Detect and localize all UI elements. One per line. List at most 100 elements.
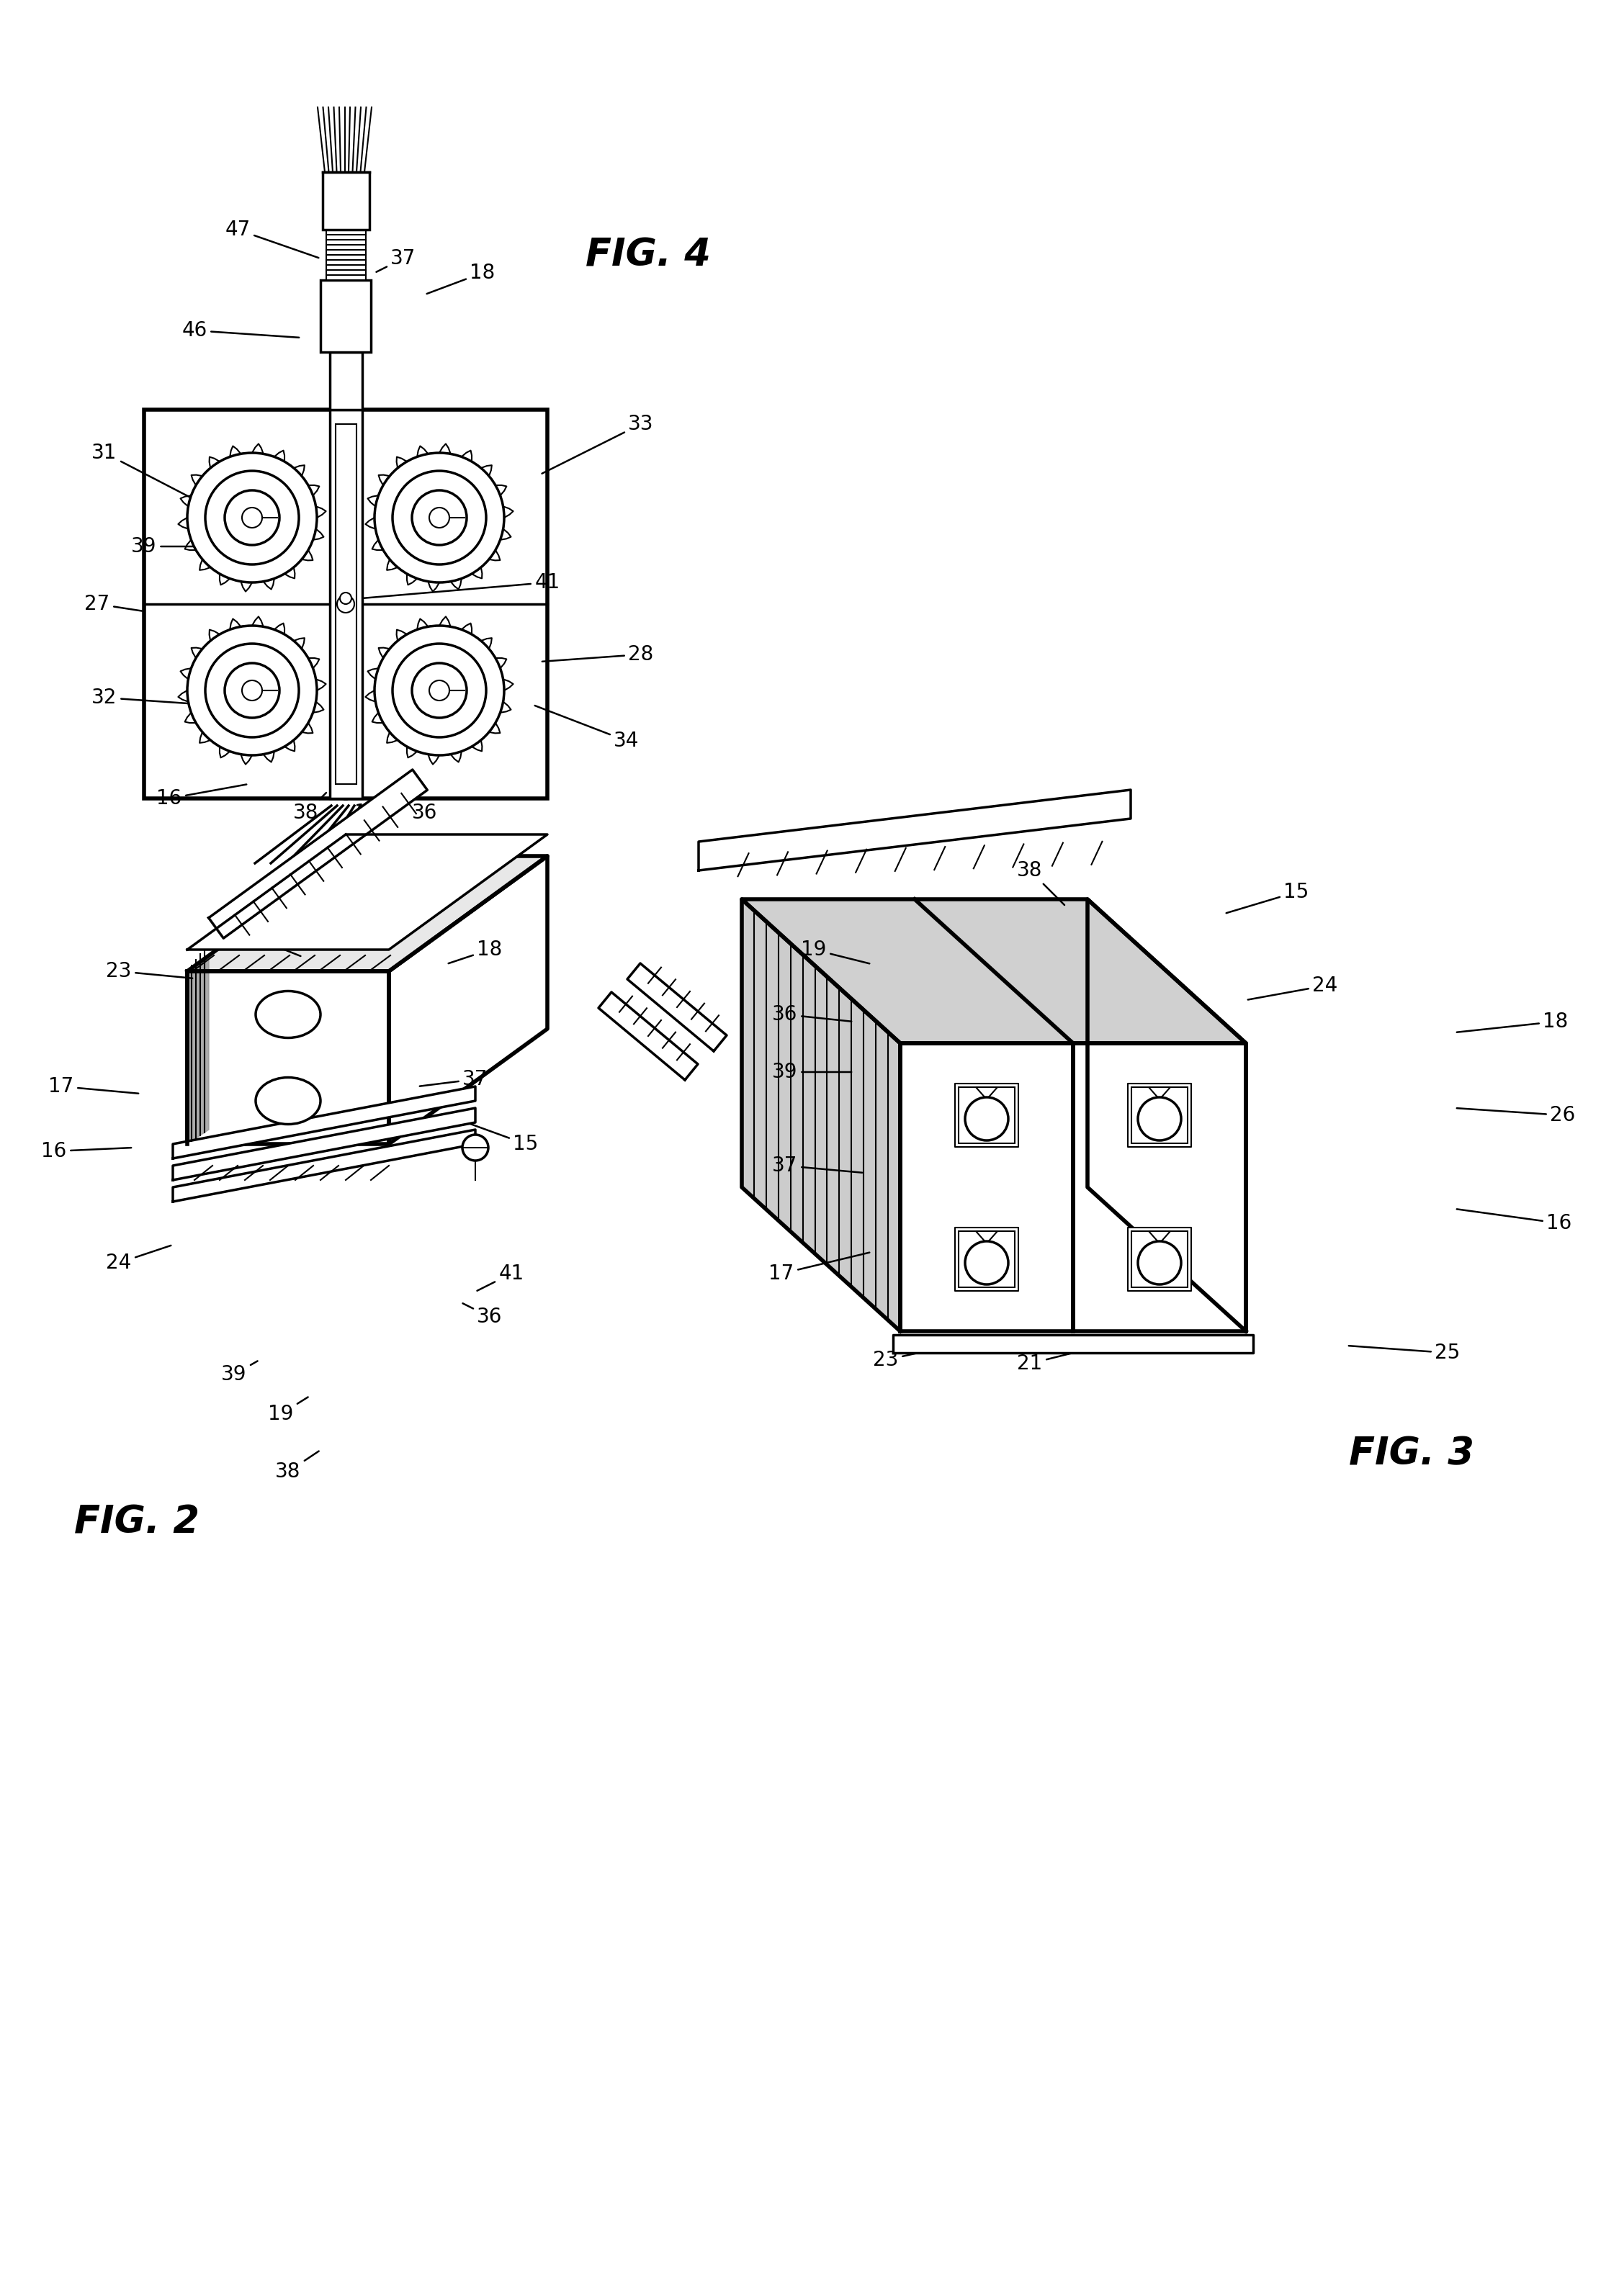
Text: 47: 47 — [225, 220, 319, 257]
Circle shape — [225, 664, 280, 719]
Text: 34: 34 — [534, 705, 640, 751]
Polygon shape — [188, 833, 547, 951]
Circle shape — [965, 1242, 1009, 1283]
Circle shape — [463, 1134, 489, 1159]
Text: 36: 36 — [463, 1304, 502, 1327]
Text: 21: 21 — [1017, 1352, 1072, 1373]
Text: 19: 19 — [269, 1396, 308, 1424]
Bar — [330, 409, 363, 799]
Text: 41: 41 — [478, 1263, 525, 1290]
Bar — [1132, 1088, 1188, 1143]
Polygon shape — [1073, 1042, 1247, 1332]
Text: 39: 39 — [222, 1362, 257, 1384]
Text: 37: 37 — [772, 1155, 863, 1176]
Text: 21: 21 — [254, 932, 301, 955]
Bar — [322, 172, 369, 230]
Circle shape — [225, 491, 280, 544]
Polygon shape — [742, 900, 900, 1332]
Text: 24: 24 — [107, 1244, 172, 1272]
Circle shape — [1138, 1097, 1182, 1141]
Bar — [144, 409, 346, 799]
Text: 36: 36 — [772, 1003, 852, 1024]
Text: 16: 16 — [1457, 1210, 1572, 1233]
Circle shape — [965, 1097, 1009, 1141]
Circle shape — [241, 507, 262, 528]
Bar — [955, 1228, 1018, 1290]
Polygon shape — [188, 957, 209, 1143]
Bar — [321, 280, 371, 351]
Text: 38: 38 — [275, 1451, 319, 1481]
Text: 18: 18 — [448, 939, 502, 964]
Circle shape — [411, 491, 466, 544]
Polygon shape — [976, 1231, 997, 1244]
Text: 32: 32 — [92, 687, 207, 707]
Circle shape — [188, 625, 317, 755]
Polygon shape — [389, 856, 547, 1143]
Text: 16: 16 — [42, 1141, 131, 1162]
Polygon shape — [1149, 1088, 1171, 1100]
Text: 37: 37 — [376, 248, 416, 271]
Text: 38: 38 — [1017, 861, 1064, 905]
Bar — [335, 425, 356, 783]
Bar — [958, 1231, 1015, 1288]
Bar — [1128, 1084, 1192, 1148]
Text: 26: 26 — [1457, 1104, 1575, 1125]
Text: 18: 18 — [427, 262, 495, 294]
Text: 19: 19 — [355, 792, 380, 822]
Text: 41: 41 — [364, 572, 560, 599]
Polygon shape — [188, 856, 547, 971]
Bar — [346, 409, 547, 799]
Circle shape — [340, 592, 351, 604]
Bar — [1128, 1228, 1192, 1290]
Polygon shape — [173, 1086, 476, 1159]
Polygon shape — [188, 971, 389, 1143]
Bar — [958, 1088, 1015, 1143]
Text: 15: 15 — [448, 1116, 539, 1155]
Text: 17: 17 — [49, 1077, 139, 1097]
Bar — [330, 351, 363, 409]
Circle shape — [411, 664, 466, 719]
Polygon shape — [976, 1088, 997, 1100]
Circle shape — [392, 471, 486, 565]
Text: 28: 28 — [542, 645, 654, 664]
Polygon shape — [698, 790, 1130, 870]
Polygon shape — [173, 1130, 476, 1201]
Circle shape — [374, 452, 504, 583]
Polygon shape — [627, 964, 727, 1052]
Polygon shape — [599, 992, 698, 1079]
Circle shape — [337, 595, 355, 613]
Text: 25: 25 — [1349, 1343, 1460, 1364]
Ellipse shape — [256, 992, 321, 1038]
Polygon shape — [173, 1109, 476, 1180]
Text: FIG. 4: FIG. 4 — [586, 236, 711, 273]
Polygon shape — [900, 1042, 1073, 1332]
Text: 23: 23 — [107, 962, 193, 980]
Text: 27: 27 — [84, 595, 142, 613]
Circle shape — [241, 680, 262, 700]
Text: 23: 23 — [873, 1345, 949, 1371]
Bar — [327, 230, 366, 280]
Text: 39: 39 — [772, 1063, 852, 1081]
Circle shape — [429, 680, 450, 700]
Circle shape — [188, 452, 317, 583]
Text: 17: 17 — [329, 248, 355, 273]
Polygon shape — [1088, 900, 1247, 1332]
Text: 31: 31 — [92, 443, 199, 503]
Text: 24: 24 — [1248, 976, 1337, 999]
Text: 15: 15 — [1226, 882, 1310, 914]
Polygon shape — [894, 1334, 1253, 1352]
Text: 18: 18 — [1457, 1013, 1569, 1033]
Text: 16: 16 — [157, 785, 246, 808]
Text: FIG. 2: FIG. 2 — [74, 1504, 199, 1541]
Text: 37: 37 — [419, 1070, 487, 1088]
Text: 46: 46 — [181, 321, 300, 340]
Ellipse shape — [256, 1077, 321, 1125]
Circle shape — [429, 507, 450, 528]
Circle shape — [392, 643, 486, 737]
Text: 36: 36 — [402, 792, 437, 822]
Circle shape — [374, 625, 504, 755]
Bar — [955, 1084, 1018, 1148]
Polygon shape — [742, 900, 1247, 1042]
Text: 33: 33 — [542, 413, 654, 473]
Polygon shape — [209, 769, 427, 939]
